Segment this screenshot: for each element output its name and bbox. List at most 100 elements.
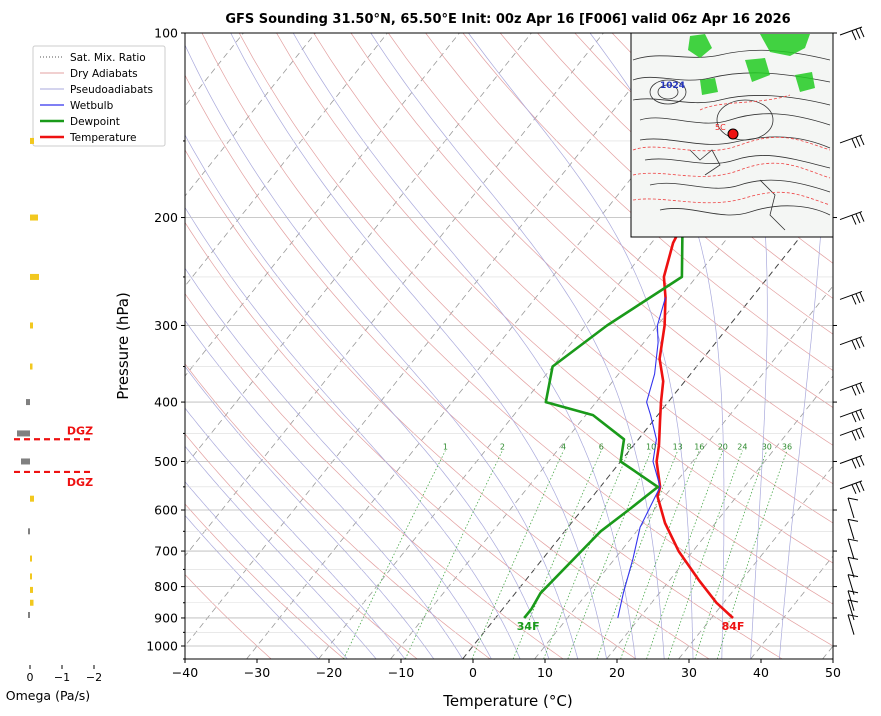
legend-label: Pseudoadiabats [70,84,153,96]
thermo-background-lines [185,33,833,659]
legend-label: Wetbulb [70,100,114,112]
dry-adiabat-line [185,574,272,659]
barb-flag [859,135,865,146]
x-tick-label: 20 [609,665,625,680]
barb-flag [847,518,859,522]
map-location-marker [727,128,739,140]
map-high-label: 1024 [660,81,685,91]
barb-flag [847,556,859,560]
barb-flag [859,337,865,347]
barb-flag [855,213,861,224]
y-axis-label: Pressure (hPa) [114,292,132,400]
legend-label: Temperature [69,132,137,144]
wind-barb [847,614,859,635]
barb-flag [851,484,857,495]
map-precip-areas [688,34,815,95]
barb-staff [839,480,863,490]
barb-staff [839,426,863,436]
series-wetbulb [617,297,667,619]
wind-barb [839,134,865,149]
barb-flag [847,590,859,594]
omega-bar [30,586,33,593]
pseudoadiabat-line [719,33,768,659]
dry-adiabat-line [185,149,710,659]
wind-barb [839,480,865,495]
x-tick-label: −10 [388,665,414,680]
isotherm-line [606,375,833,659]
pseudoadiabat-line [185,134,550,659]
barb-staff [847,557,855,578]
barb-staff [847,538,855,560]
y-tick-label: 500 [154,454,178,469]
mixing-ratio-line [567,450,652,659]
wind-barb [839,211,865,225]
barb-flag [851,386,857,396]
barb-flag [851,412,857,423]
barb-staff [839,336,863,346]
pseudoadiabat-line [185,514,319,659]
x-axis-label: Temperature (°C) [442,692,572,710]
legend: Sat. Mix. Ratio Dry Adiabats Pseudoadiabat… [32,45,166,147]
barb-staff [839,381,863,391]
barb-flag [855,29,861,39]
wind-barb [839,26,865,41]
omega-bar [30,322,33,329]
barb-flag [847,614,859,618]
dry-adiabat-line [499,33,833,335]
mixing-ratio-label: 13 [673,443,683,452]
mixing-ratio-label: 30 [762,443,772,452]
omega-bar [30,137,34,144]
mixing-ratio-label: 6 [599,443,604,452]
barb-staff [839,211,863,221]
barb-staff [839,134,863,144]
omega-bar [30,495,34,502]
barb-flag [851,340,857,350]
y-tick-label: 900 [154,610,178,625]
dry-adiabat-line [185,293,564,659]
dry-adiabat-line [185,74,783,659]
dry-adiabat-line [313,33,833,524]
legend-label: Sat. Mix. Ratio [70,52,146,64]
wind-barb [839,381,865,396]
pseudoadiabat-line [185,407,406,659]
x-tick-label: 30 [681,665,697,680]
wind-barb [847,556,859,578]
x-tick-label: 40 [753,665,769,680]
barb-flag [859,409,865,420]
y-tick-label: 300 [154,318,178,333]
barb-flag [859,383,865,393]
omega-bar [30,599,34,606]
barb-flag [855,137,861,147]
x-tick-label: 10 [537,665,553,680]
barb-flag [855,429,861,440]
dry-adiabat-line [185,221,637,659]
x-tick-label: −30 [244,665,270,680]
dgz-label: DGZ [67,476,93,489]
y-tick-label: 1000 [146,639,178,654]
pseudoadiabat-line [589,33,725,659]
barb-staff [839,408,863,418]
dgz-label: DGZ [67,424,93,437]
barb-flag [855,483,861,493]
pseudoadiabat-line [185,44,579,659]
dry-adiabat-line [238,33,833,605]
omega-tick-label: 0 [27,671,34,684]
omega-axis-label: Omega (Pa/s) [6,688,90,703]
dry-adiabat-line [537,33,833,299]
barb-flag [851,215,857,225]
wind-barb [847,497,859,519]
omega-bar [28,528,30,535]
omega-tick-label: −2 [86,671,102,684]
dry-adiabat-line [201,33,833,647]
omega-bar [30,363,33,370]
barb-flag [859,456,865,466]
dry-adiabat-line [185,433,418,659]
mixing-ratio-line [471,450,564,659]
barb-staff [839,455,863,464]
dry-adiabat-line [388,33,833,446]
wind-barbs [839,26,865,635]
mixing-ratio-label: 20 [718,443,728,452]
pseudoadiabat-line [185,319,463,659]
